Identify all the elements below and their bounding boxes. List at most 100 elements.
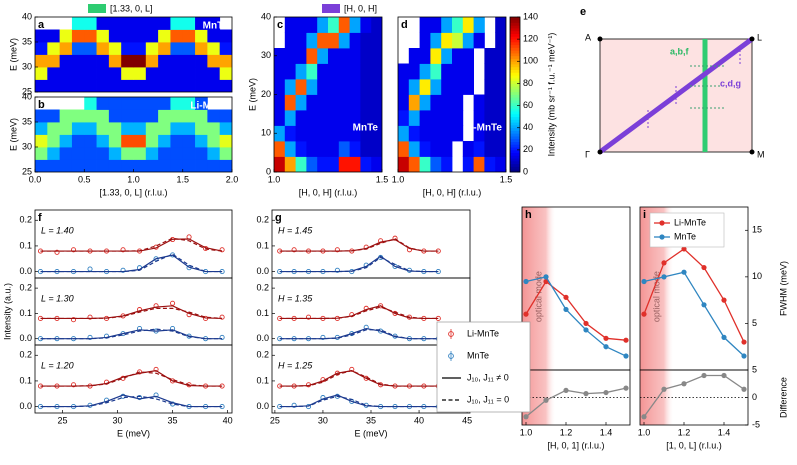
- plot-area: [35, 17, 232, 92]
- corner: [597, 36, 603, 42]
- heat-cell: [170, 67, 184, 80]
- heat-cell: [295, 48, 307, 64]
- header-label: [1.33, 0, L]: [110, 3, 153, 13]
- heat-cell: [71, 122, 85, 135]
- colorbar-swatch: [510, 19, 520, 23]
- colorbar-swatch: [510, 69, 520, 73]
- data-point: [623, 337, 629, 343]
- axes-frame: [271, 209, 471, 279]
- x-tick-label: 1.0: [392, 174, 405, 184]
- plot-area: [37, 234, 225, 275]
- heat-cell: [419, 125, 431, 142]
- heat-cell: [317, 141, 329, 157]
- heat-cell: [441, 79, 453, 95]
- heat-cell: [133, 79, 147, 92]
- colorbar-swatch: [510, 94, 520, 98]
- heat-cell: [484, 94, 496, 111]
- x-tick-label: 1.4: [600, 427, 613, 437]
- heat-cell: [47, 79, 61, 92]
- colorbar-swatch: [510, 102, 520, 106]
- heat-cell: [133, 67, 147, 80]
- heat-cell: [328, 17, 340, 33]
- y-tick-label: 0: [752, 392, 757, 402]
- colorbar-swatch: [510, 17, 520, 21]
- heat-cell: [158, 17, 171, 30]
- corner: [749, 36, 755, 42]
- annotation: H = 1.25: [278, 360, 313, 370]
- heat-cell: [398, 79, 410, 95]
- heat-cell: [71, 134, 85, 148]
- heat-cell: [59, 159, 73, 172]
- y-tick-label: 0.0: [256, 266, 269, 276]
- heat-cell: [59, 79, 73, 92]
- data-point: [661, 386, 667, 392]
- heat-cell: [108, 54, 122, 68]
- colorbar-swatch: [510, 149, 520, 154]
- heat-cell: [145, 54, 159, 68]
- heat-cell: [328, 110, 340, 126]
- heat-cell: [274, 110, 286, 126]
- colorbar-swatch: [510, 116, 520, 120]
- heat-cell: [419, 63, 431, 80]
- heat-cell: [219, 42, 232, 55]
- data-point: [583, 327, 589, 333]
- heat-cell: [145, 134, 159, 148]
- y-tick-label: 0.2: [19, 282, 32, 292]
- colorbar-swatch: [510, 28, 520, 32]
- heat-cell: [96, 159, 110, 172]
- series-line: [643, 374, 745, 418]
- colorbar-swatch: [510, 100, 520, 104]
- heat-cell: [338, 141, 350, 157]
- heat-cell: [207, 67, 221, 80]
- heat-cell: [182, 42, 196, 55]
- heat-cell: [195, 54, 208, 68]
- heat-cell: [398, 94, 410, 111]
- data-point: [349, 366, 355, 372]
- heat-cell: [71, 42, 85, 55]
- heat-cell: [35, 67, 48, 80]
- data-point: [153, 366, 159, 372]
- y-tick-label: 0.0: [256, 401, 269, 411]
- heat-cell: [306, 141, 318, 157]
- header-swatch: [322, 4, 340, 13]
- y-tick-label: 0.1: [19, 240, 32, 250]
- heat-cell: [317, 63, 329, 80]
- heat-cell: [441, 48, 453, 64]
- y-tick-label: 0.0: [19, 401, 32, 411]
- diagram: e A L Γ M a,b,f c,d,g: [580, 6, 765, 159]
- heat-cell: [108, 159, 122, 172]
- colorbar-swatch: [510, 141, 520, 145]
- x-tick-label: 1.0: [520, 427, 533, 437]
- heat-cell: [473, 141, 485, 157]
- heat-cell: [462, 17, 474, 33]
- y-tick-label: 0.1: [19, 308, 32, 318]
- x-tick-label: 1.5: [500, 174, 513, 184]
- heat-cell: [108, 42, 122, 55]
- heat-cell: [96, 134, 110, 148]
- heat-cell: [473, 17, 485, 33]
- heat-cell: [145, 159, 159, 172]
- heat-cell: [430, 63, 442, 80]
- heat-cell: [360, 32, 372, 49]
- fit-curve: [279, 394, 439, 408]
- heat-cell: [195, 29, 208, 43]
- y-tick-label: 0.0: [19, 333, 32, 343]
- colorbar-swatch: [510, 166, 520, 170]
- heat-cell: [145, 67, 159, 80]
- heat-cell: [170, 134, 184, 148]
- heat-cell: [59, 67, 73, 80]
- heat-cell: [145, 109, 159, 123]
- heat-cell: [430, 79, 442, 95]
- heat-cell: [108, 109, 122, 123]
- heat-cell: [274, 94, 286, 111]
- heat-cell: [195, 134, 208, 148]
- colorbar-swatch: [510, 75, 520, 79]
- colorbar-swatch: [510, 108, 520, 112]
- heat-cell: [71, 147, 85, 160]
- data-point: [701, 302, 707, 308]
- heat-cell: [317, 48, 329, 64]
- heat-cell: [108, 29, 122, 43]
- heat-cell: [306, 48, 318, 64]
- colorbar-swatch: [510, 55, 520, 59]
